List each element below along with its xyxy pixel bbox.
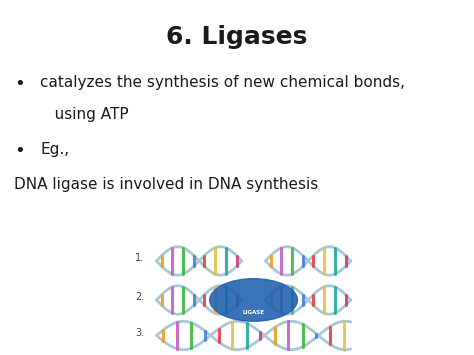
Text: 3.: 3. (136, 328, 145, 338)
Text: 2.: 2. (135, 292, 145, 302)
Text: LIGASE: LIGASE (243, 310, 264, 315)
Text: catalyzes the synthesis of new chemical bonds,: catalyzes the synthesis of new chemical … (40, 75, 405, 89)
Text: DNA ligase is involved in DNA synthesis: DNA ligase is involved in DNA synthesis (14, 178, 319, 192)
Text: using ATP: using ATP (40, 106, 129, 121)
Ellipse shape (210, 279, 298, 321)
Text: Eg.,: Eg., (40, 142, 69, 157)
Text: •: • (14, 75, 25, 93)
Text: 1.: 1. (136, 253, 145, 263)
Text: 6. Ligases: 6. Ligases (166, 25, 308, 49)
Text: •: • (14, 142, 25, 160)
